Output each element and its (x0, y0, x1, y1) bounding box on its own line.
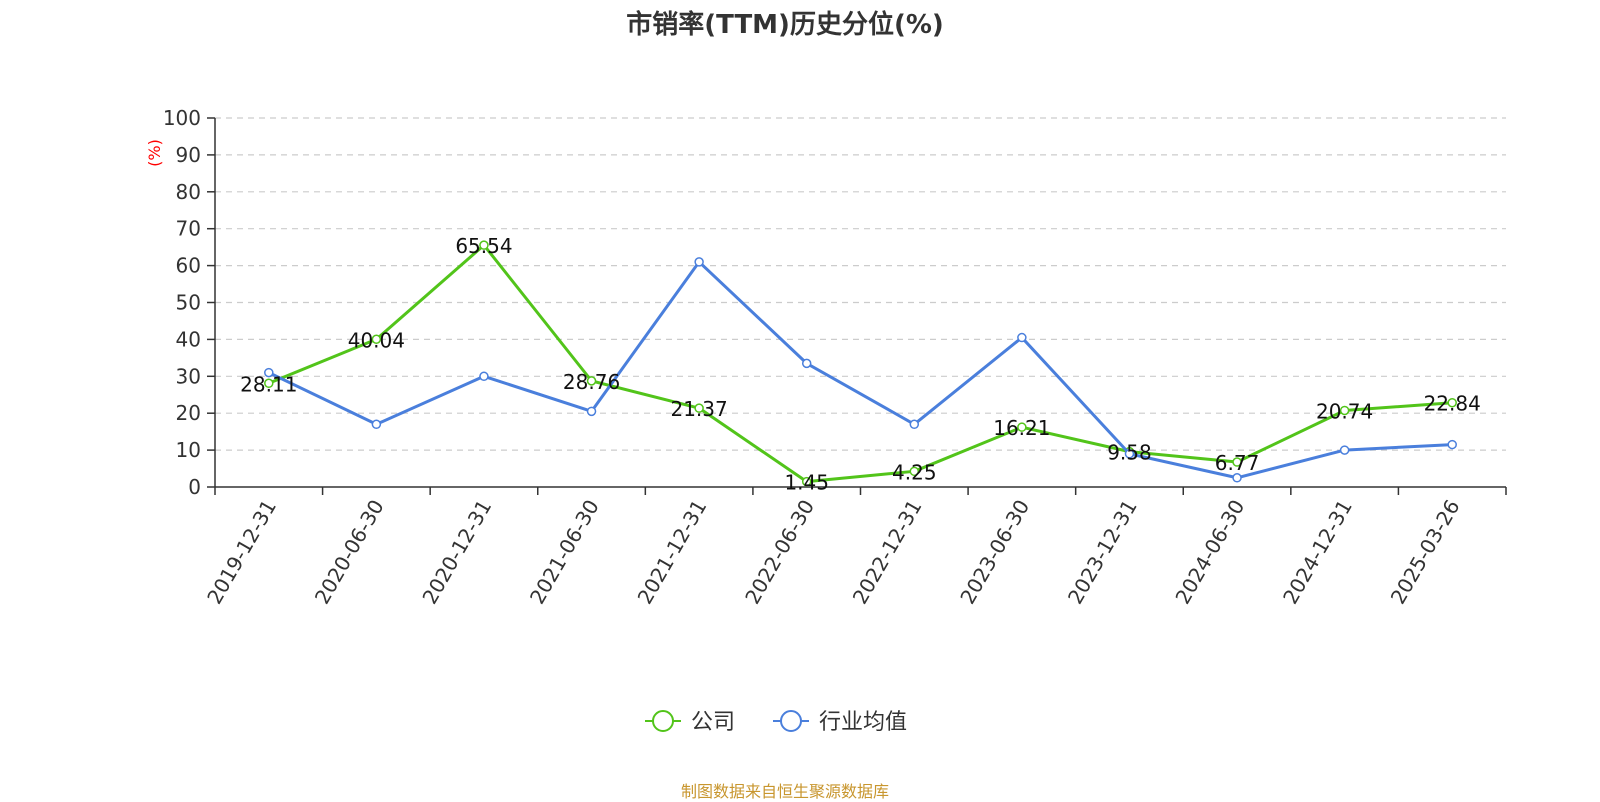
data-point (586, 376, 597, 386)
data-point (1232, 473, 1242, 483)
x-tick-label: 2022-12-31 (848, 496, 927, 609)
data-point (1017, 332, 1027, 343)
data-label: 9.58 (1107, 441, 1152, 465)
data-point (479, 371, 489, 382)
x-tick-label: 2020-06-30 (310, 496, 389, 609)
y-tick-label: 70 (176, 217, 201, 241)
series-line-industry (268, 260, 1453, 480)
data-label: 6.77 (1215, 451, 1260, 475)
y-tick-label: 10 (176, 438, 201, 462)
data-label: 28.11 (240, 372, 297, 396)
y-tick-label: 100 (163, 106, 201, 130)
series-line-company (268, 243, 1453, 484)
data-point (586, 406, 597, 417)
data-point (264, 367, 274, 378)
y-tick-label: 30 (176, 364, 201, 388)
x-tick-label: 2023-06-30 (955, 496, 1034, 609)
data-label: 16.21 (993, 416, 1050, 440)
data-point (1017, 422, 1027, 432)
y-tick-label: 20 (176, 401, 201, 425)
data-point (1232, 457, 1242, 467)
y-axis-unit-label: (%) (145, 139, 164, 167)
data-point (1447, 439, 1457, 450)
data-point (1124, 449, 1135, 459)
x-tick-label: 2024-06-30 (1170, 496, 1249, 609)
data-label: 40.04 (348, 328, 405, 352)
chart-title: 市销率(TTM)历史分位(%) (626, 10, 944, 40)
data-point (909, 466, 920, 477)
data-point (801, 476, 812, 487)
data-label: 20.74 (1316, 399, 1373, 423)
y-tick-label: 50 (176, 291, 201, 315)
x-tick-label: 2022-06-30 (740, 496, 819, 609)
y-tick-label: 40 (176, 327, 201, 351)
x-tick-label: 2025-03-26 (1386, 496, 1465, 609)
y-tick-label: 80 (176, 180, 201, 204)
data-label: 1.45 (784, 471, 829, 495)
data-point (371, 334, 382, 345)
data-point (1339, 445, 1350, 455)
y-tick-label: 60 (176, 254, 201, 278)
data-label: 22.84 (1424, 392, 1481, 416)
y-tick-label: 0 (188, 475, 201, 499)
data-point (371, 419, 382, 430)
data-point (264, 378, 274, 389)
y-tick-label: 90 (176, 143, 201, 167)
footer-source-note: 制图数据来自恒生聚源数据库 (680, 782, 889, 801)
data-point (1447, 397, 1457, 408)
data-point (801, 358, 812, 369)
legend-industry-label: 行业均值 (819, 710, 907, 735)
data-point (694, 403, 704, 413)
data-label: 4.25 (892, 460, 937, 484)
x-tick-label: 2019-12-31 (202, 496, 281, 609)
data-point (694, 257, 704, 267)
x-tick-label: 2024-12-31 (1278, 496, 1357, 609)
data-point (479, 240, 489, 250)
x-tick-label: 2021-06-30 (525, 496, 604, 609)
data-point (1339, 405, 1350, 416)
x-tick-label: 2020-12-31 (417, 496, 496, 609)
data-label: 65.54 (455, 234, 512, 258)
data-point (909, 419, 920, 430)
line-chart: 0 10 20 30 40 50 60 70 80 90 100 (%) 2019-12-31 2020-… (145, 106, 1507, 735)
legend-industry-marker-icon (780, 710, 802, 732)
x-tick-label: 2021-12-31 (633, 496, 712, 609)
x-tick-label: 2023-12-31 (1063, 496, 1142, 609)
data-label: 21.37 (670, 397, 727, 421)
data-label: 28.76 (563, 370, 620, 394)
legend-company-label: 公司 (691, 710, 735, 735)
legend-company-marker-icon (652, 710, 674, 732)
